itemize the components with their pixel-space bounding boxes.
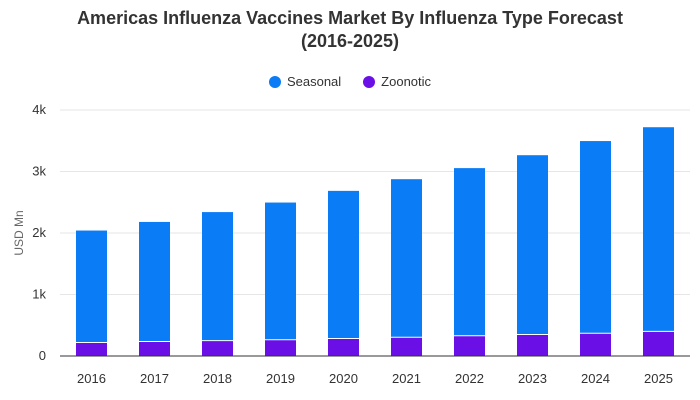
x-tick-label-2024: 2024 (581, 371, 610, 386)
bar-seasonal-2020[interactable] (328, 190, 359, 339)
legend-item-seasonal[interactable]: Seasonal (268, 74, 342, 89)
y-tick-label: 2k (32, 225, 46, 240)
x-tick-label-2021: 2021 (392, 371, 421, 386)
legend-label-zoonotic: Zoonotic (381, 74, 432, 89)
bar-zoonotic-2023[interactable] (517, 334, 548, 356)
chart-title-line-2: (2016-2025) (300, 31, 400, 51)
bar-zoonotic-2018[interactable] (202, 340, 233, 356)
y-axis-label: USD Mn (12, 210, 26, 255)
x-tick-label-2017: 2017 (140, 371, 169, 386)
bars-layer (76, 127, 674, 356)
bar-zoonotic-2016[interactable] (76, 342, 107, 356)
y-tick-label: 0 (39, 348, 46, 363)
bar-seasonal-2021[interactable] (391, 179, 422, 338)
y-tick-label: 1k (32, 287, 46, 302)
x-tick-label-2022: 2022 (455, 371, 484, 386)
chart-title: Americas Influenza Vaccines Market By In… (0, 7, 700, 53)
x-tick-label-2023: 2023 (518, 371, 547, 386)
x-tick-label-2019: 2019 (266, 371, 295, 386)
y-tick-label: 3k (32, 164, 46, 179)
bar-zoonotic-2019[interactable] (265, 339, 296, 356)
x-tick-label-2016: 2016 (77, 371, 106, 386)
x-tick-label-2025: 2025 (644, 371, 673, 386)
x-tick-label-2020: 2020 (329, 371, 358, 386)
y-tick-label: 4k (32, 102, 46, 117)
x-tick-label-2018: 2018 (203, 371, 232, 386)
legend-swatch-zoonotic (363, 75, 376, 88)
bar-seasonal-2018[interactable] (202, 212, 233, 341)
bar-zoonotic-2022[interactable] (454, 335, 485, 356)
bar-seasonal-2025[interactable] (643, 127, 674, 332)
bar-seasonal-2016[interactable] (76, 230, 107, 343)
bar-zoonotic-2017[interactable] (139, 341, 170, 356)
bar-seasonal-2023[interactable] (517, 155, 548, 335)
legend-item-zoonotic[interactable]: Zoonotic (363, 74, 431, 89)
bar-zoonotic-2025[interactable] (643, 331, 674, 356)
bar-seasonal-2024[interactable] (580, 141, 611, 334)
legend-label-seasonal: Seasonal (286, 74, 342, 89)
bar-zoonotic-2021[interactable] (391, 337, 422, 356)
legend-swatch-seasonal (268, 75, 281, 88)
bar-seasonal-2019[interactable] (265, 202, 296, 340)
bar-zoonotic-2024[interactable] (580, 333, 611, 356)
bar-zoonotic-2020[interactable] (328, 338, 359, 356)
axis-layer: 0 1k 2k 3k 4k 2016 2017 2018 2019 2020 2021 2022 202… (32, 102, 690, 386)
chart-legend: Seasonal Zoonotic (0, 74, 700, 89)
bar-seasonal-2017[interactable] (139, 221, 170, 342)
chart-title-line-1: Americas Influenza Vaccines Market By In… (77, 8, 623, 28)
bar-seasonal-2022[interactable] (454, 168, 485, 336)
